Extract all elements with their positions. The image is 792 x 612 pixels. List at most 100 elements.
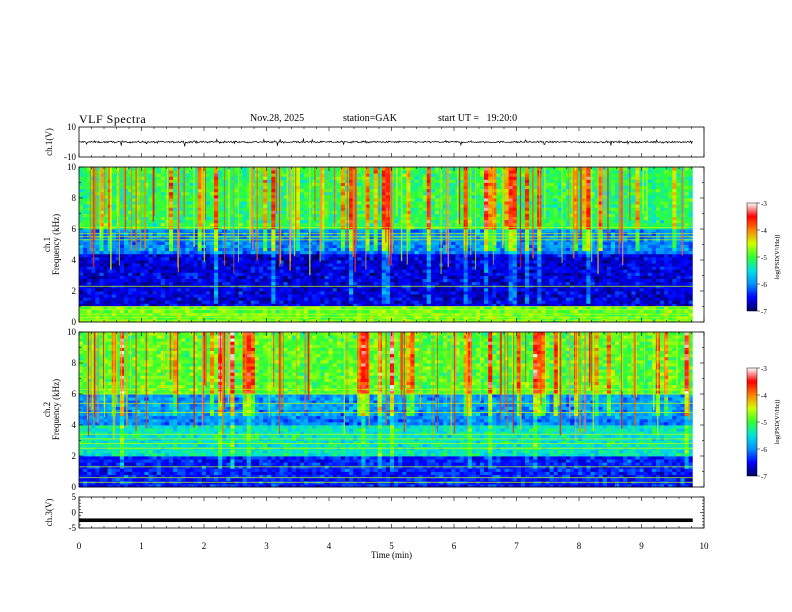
ch1-spectrogram-cell — [128, 287, 133, 292]
ch1-spectrogram-cell — [672, 247, 677, 252]
ch1-spectrogram-cell — [259, 247, 264, 252]
ch1-spectrogram-cell — [87, 229, 92, 233]
ch1-spectrogram-cell — [615, 275, 620, 279]
ch1-spectrogram-cell — [631, 263, 636, 267]
ch1-spectrogram-cell — [140, 266, 145, 270]
ch1-spectrogram-cell — [95, 272, 100, 276]
ch1-spectrogram-cell — [643, 278, 649, 283]
ch1-spectrogram-cell — [488, 244, 493, 248]
ch1-spectrogram-cell — [222, 297, 227, 301]
ch1-spectrogram-cell — [283, 309, 289, 314]
ch1-spectrogram-cell — [283, 222, 289, 227]
ch1-spectrogram-cell — [279, 247, 284, 252]
ch1-spectrogram-cell — [492, 260, 497, 264]
ch1-spectrogram-cell — [263, 300, 268, 304]
ch1-spectrogram-cell — [214, 306, 219, 310]
ch1-spectrogram-cell — [197, 300, 203, 304]
ch1-spectrogram-cell — [402, 306, 407, 310]
ch1-spectrogram-cell — [328, 229, 334, 233]
ch1-spectrogram-cell — [443, 247, 448, 252]
ch1-spectrogram-cell — [619, 263, 624, 267]
ch1-spectrogram-cell — [524, 229, 530, 233]
ch1-spectrogram-cell — [103, 278, 109, 283]
ch1-spectrogram-cell — [434, 309, 440, 314]
ch1-spectrogram-cell — [226, 266, 231, 270]
ch1-spectrogram-cell — [263, 291, 268, 295]
ch1-spectrogram-cell — [254, 278, 260, 283]
ch1-spectrogram-cell — [136, 253, 141, 258]
ch1-spectrogram-cell — [156, 219, 162, 224]
ch1-spectrogram-cell — [582, 278, 587, 283]
ch1-spectrogram-cell — [353, 278, 358, 283]
ch1-spectrogram-cell — [152, 253, 158, 258]
ch1-spectrogram-cell — [205, 256, 211, 261]
ch1-spectrogram-cell — [574, 275, 579, 279]
ch1-spectrogram-cell — [328, 219, 334, 224]
ch1-spectrogram-cell — [664, 306, 669, 310]
ch1-spectrogram-cell — [377, 303, 383, 307]
ch1-spectrogram-cell — [537, 241, 542, 245]
ch1-spectrogram-cell — [246, 244, 252, 248]
ch1-spectrogram-cell — [582, 253, 587, 258]
ch1-spectrogram-cell — [557, 303, 563, 307]
ch1-spectrogram-cell — [516, 281, 522, 286]
ch1-spectrogram-cell — [410, 260, 415, 264]
ch1-spectrogram-cell — [529, 269, 534, 273]
ch1-spectrogram-cell — [610, 309, 616, 314]
ch1-spectrogram-cell — [193, 309, 199, 314]
ch1-spectrogram-cell — [447, 229, 452, 233]
ch1-spectrogram-cell — [132, 222, 137, 227]
ch1-spectrogram-cell — [124, 306, 129, 310]
ch1-spectrogram-cell — [365, 291, 370, 295]
ch1-spectrogram-cell — [344, 275, 350, 279]
ch1-spectrogram-cell — [136, 309, 141, 314]
ch1-spectrogram-cell — [533, 260, 538, 264]
ch1-spectrogram-cell — [488, 291, 493, 295]
ch1-spectrogram-cell — [557, 247, 563, 252]
ch1-spectrogram-cell — [394, 241, 399, 245]
ch1-spectrogram-cell — [173, 219, 178, 224]
ch1-spectrogram-cell — [242, 250, 248, 255]
ch1-spectrogram-cell — [95, 294, 100, 298]
ch1-spectrogram-cell — [471, 300, 477, 304]
ch1-spectrogram-cell — [181, 222, 186, 227]
ch1-spectrogram-cell — [144, 250, 149, 255]
ch1-spectrogram-cell — [214, 256, 219, 261]
ch1-spectrogram-cell — [529, 244, 534, 248]
ch1-spectrogram-cell — [83, 241, 88, 245]
ch1-spectrogram-cell — [484, 306, 489, 310]
ch1-spectrogram-cell — [79, 278, 84, 283]
ch1-spectrogram-cell — [205, 229, 211, 233]
ch1-spectrogram-cell — [365, 247, 370, 252]
ch1-spectrogram-cell — [578, 297, 583, 301]
ch1-spectrogram-cell — [340, 241, 346, 245]
ch1-spectrogram-cell — [328, 287, 334, 292]
ch1-spectrogram-cell — [430, 219, 436, 224]
ch1-spectrogram-cell — [582, 260, 587, 264]
ch1-spectrogram-cell — [606, 247, 612, 252]
ch1-spectrogram-cell — [87, 219, 92, 224]
ch1-spectrogram-cell — [496, 291, 501, 295]
ch1-spectrogram-cell — [426, 241, 432, 245]
ch1-spectrogram-cell — [79, 263, 84, 267]
ch1-spectrogram-cell — [561, 303, 567, 307]
ch1-spectrogram-cell — [164, 256, 170, 261]
ch1-spectrogram-cell — [406, 263, 411, 267]
ch1-spectrogram-cell — [95, 266, 100, 270]
ch1-spectrogram-cell — [332, 278, 338, 283]
ch1-spectrogram-cell — [537, 253, 542, 258]
ch1-spectrogram-cell — [684, 309, 690, 314]
ch1-spectrogram-cell — [201, 303, 207, 307]
ch1-spectrogram-cell — [91, 266, 96, 270]
ch1-spectrogram-cell — [373, 241, 379, 245]
ch1-spectrogram-cell — [185, 269, 190, 273]
ch1-spectrogram-cell — [140, 269, 145, 273]
ch1-spectrogram-cell — [623, 241, 628, 245]
ch1-spectrogram-cell — [447, 222, 452, 227]
ch1-spectrogram-cell — [304, 309, 309, 314]
ch1-spectrogram-cell — [107, 241, 113, 245]
ch1-spectrogram-cell — [537, 306, 542, 310]
ch1-spectrogram-cell — [500, 309, 505, 314]
ch1-spectrogram-cell — [463, 300, 469, 304]
ch1-spectrogram-cell — [340, 269, 346, 273]
